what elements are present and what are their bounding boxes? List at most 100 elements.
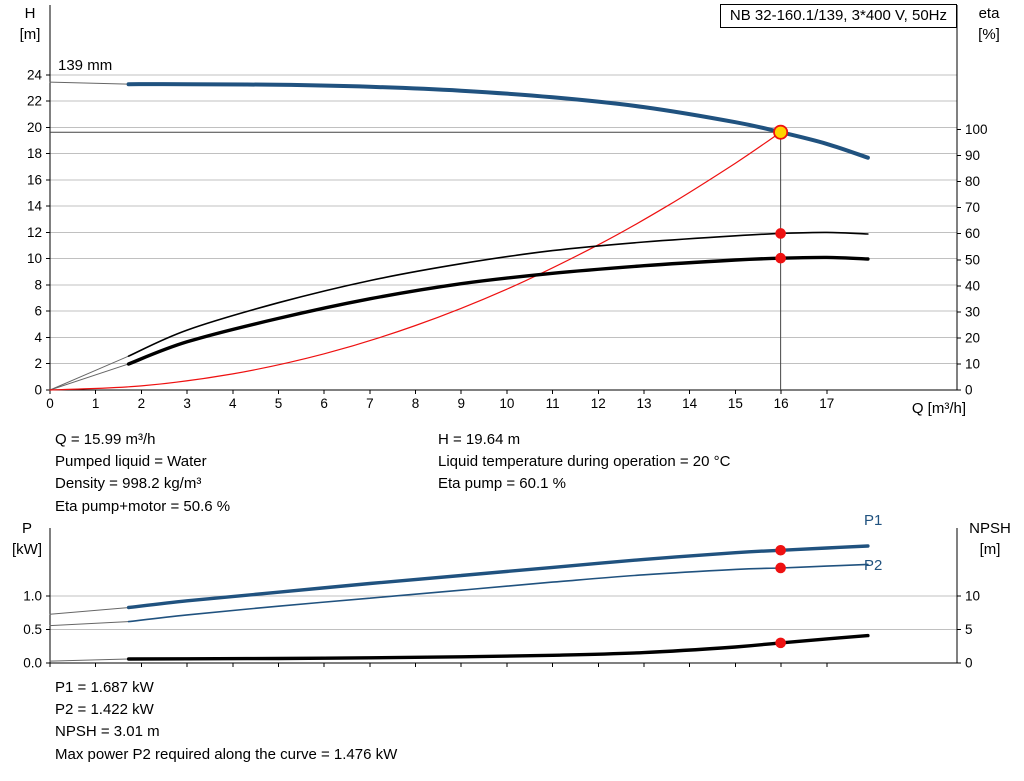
impeller-diameter-label: 139 mm [58, 57, 113, 74]
npsh-leader-line [49, 658, 130, 662]
info-density: Density = 998.2 kg/m³ [55, 475, 202, 493]
info-p1-value: P1 = 1.687 kW [55, 679, 154, 696]
eta-pump-leader-line [49, 355, 130, 391]
y-left-tick-label: 16 [27, 172, 42, 187]
y-right-tick-label: 0 [965, 656, 973, 671]
duty-info-right-column: H = 19.64 m Liquid temperature during op… [438, 429, 730, 496]
y-right-tick-label: 5 [965, 622, 973, 637]
x-tick-label: 9 [457, 396, 465, 411]
npsh-dot [775, 637, 786, 649]
npsh-curve [126, 633, 870, 661]
y-right-tick-label: 0 [965, 383, 973, 398]
y-left-tick-label: 0.5 [23, 622, 42, 637]
y-left-tick-label: 18 [27, 146, 42, 161]
x-tick-label: 13 [636, 396, 651, 411]
npsh-axis-unit-bracket: [m] [979, 541, 1001, 558]
eta-pump-dot [775, 228, 786, 239]
npsh-axis-unit-symbol: NPSH [969, 520, 1011, 537]
y-left-tick-label: 2 [34, 356, 42, 371]
info-p2-value: P2 = 1.422 kW [55, 701, 154, 719]
power-npsh-chart: 0.0 0.5 1.0 0 5 10 [23, 528, 980, 671]
y-left-tick-label: 6 [34, 304, 42, 319]
eta-pump-motor-dot [775, 252, 786, 264]
duty-point [773, 124, 789, 140]
y-right-tick-label: 80 [965, 174, 980, 189]
y-right-tick-label: 10 [965, 356, 980, 371]
y-left-tick-label: 20 [27, 120, 42, 135]
x-tick-label: 17 [819, 396, 834, 411]
y-left-tick-label: 10 [27, 251, 42, 266]
info-liquid-temperature: Liquid temperature during operation = 20… [438, 453, 731, 471]
y-right-tick-label: 30 [965, 304, 980, 319]
p-axis-unit-symbol: P [21, 520, 32, 537]
eta-pump-motor-curve [126, 255, 870, 366]
h-axis-unit: H [m] [8, 3, 52, 45]
eta-axis-unit: eta [%] [960, 3, 1018, 45]
y-right-tick-label: 40 [965, 278, 980, 293]
y-right-tick-label: 10 [965, 589, 980, 604]
qh-eta-chart: 0 1 2 3 4 5 6 7 8 9 10 11 12 13 14 15 16 1702468101214161… [27, 5, 988, 411]
y-right-tick-label: 100 [965, 122, 988, 137]
p2-leader-line [49, 621, 130, 627]
power-info-block: P1 = 1.687 kW P2 = 1.422 kW NPSH = 3.01 … [55, 677, 397, 766]
p2-curve-label: P2 [864, 557, 883, 574]
x-tick-label: 5 [275, 396, 283, 411]
p1-curve [126, 544, 870, 610]
x-tick-label: 14 [682, 396, 698, 411]
y-right-tick-label: 90 [965, 148, 980, 163]
x-tick-label: 4 [229, 396, 237, 411]
npsh-axis-unit: NPSH [m] [960, 518, 1020, 560]
y-right-tick-label: 70 [965, 200, 980, 215]
y-left-tick-label: 14 [27, 199, 43, 214]
info-eta-pump: Eta pump = 60.1 % [438, 475, 566, 493]
y-right-tick-label: 20 [965, 330, 980, 345]
p1-leader-line [49, 607, 130, 615]
y-left-tick-label: 0.0 [23, 656, 42, 671]
x-tick-label: 0 [46, 396, 54, 411]
p1-curve-label: P1 [864, 512, 883, 529]
x-tick-label: 1 [92, 396, 100, 411]
x-tick-label: 11 [546, 396, 560, 411]
info-pumped-liquid: Pumped liquid = Water [55, 453, 207, 471]
x-tick-label: 8 [412, 396, 420, 411]
info-h-value: H = 19.64 m [438, 431, 521, 448]
y-left-tick-label: 4 [34, 330, 42, 345]
y-left-tick-label: 8 [34, 277, 42, 292]
x-tick-label: 2 [138, 396, 146, 411]
eta-axis-unit-bracket: [%] [978, 26, 1000, 43]
qh-curve-139mm [126, 82, 870, 160]
x-tick-label: 15 [728, 396, 743, 411]
y-right-tick-label: 50 [965, 252, 980, 267]
x-tick-label: 6 [320, 396, 328, 411]
qh-leader-line [49, 81, 130, 85]
x-tick-label: 7 [366, 396, 374, 411]
y-left-tick-label: 24 [27, 67, 43, 82]
p-axis-unit-bracket: [kW] [12, 541, 42, 558]
y-right-tick-label: 60 [965, 226, 980, 241]
q-axis-unit: Q [m³/h] [911, 400, 966, 417]
eta-pump-motor-leader-line [49, 363, 130, 391]
x-tick-label: 16 [774, 396, 789, 411]
y-left-tick-label: 0 [34, 383, 42, 398]
y-left-tick-label: 22 [27, 94, 42, 109]
x-tick-label: 3 [183, 396, 191, 411]
info-npsh-value: NPSH = 3.01 m [55, 723, 160, 741]
p1-dot [775, 544, 786, 556]
system-curve [49, 131, 782, 391]
chart-title-box: NB 32-160.1/139, 3*400 V, 50Hz [719, 4, 957, 28]
y-left-tick-label: 1.0 [23, 589, 42, 604]
info-max-power: Max power P2 required along the curve = … [55, 745, 398, 763]
info-q-value: Q = 15.99 m³/h [55, 431, 156, 448]
p2-dot [775, 562, 786, 574]
y-left-tick-label: 12 [27, 225, 42, 240]
x-tick-label: 10 [499, 396, 514, 411]
p-axis-unit: P [kW] [4, 518, 50, 560]
info-eta-pump-motor: Eta pump+motor = 50.6 % [55, 497, 231, 515]
h-axis-unit-bracket: [m] [19, 26, 41, 43]
duty-info-left-column: Q = 15.99 m³/h Pumped liquid = Water Den… [55, 429, 230, 518]
eta-axis-unit-symbol: eta [978, 5, 1000, 22]
x-tick-label: 12 [591, 396, 606, 411]
h-axis-unit-symbol: H [24, 5, 36, 22]
